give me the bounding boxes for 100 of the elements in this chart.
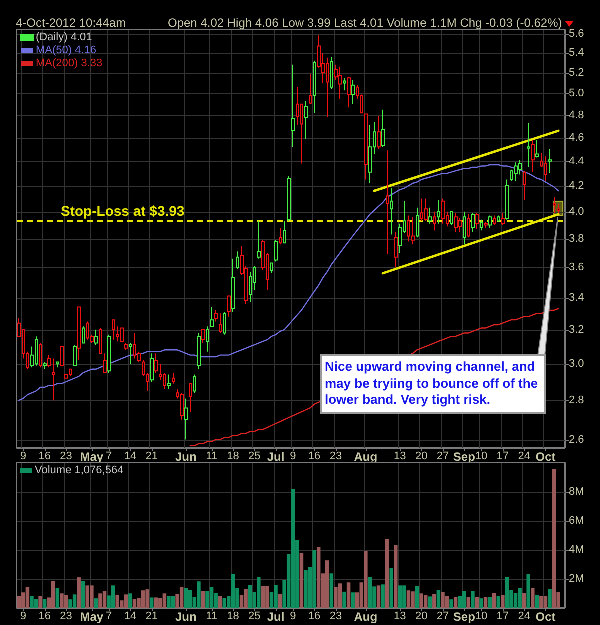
bar	[218, 596, 222, 608]
candlestick	[488, 215, 492, 228]
bar	[291, 489, 296, 608]
candlestick	[60, 346, 64, 366]
y-tick-label: 2.8	[569, 394, 584, 407]
bar	[150, 598, 154, 608]
candlestick	[223, 312, 226, 336]
x-tick-label: 18	[227, 450, 240, 462]
bar	[102, 591, 107, 608]
bar	[441, 592, 445, 608]
y-tick-label: 2.6	[569, 434, 584, 446]
bar	[132, 599, 137, 608]
bar	[312, 550, 316, 608]
annotation: Nice upward moving channel, and may be tryiing to bounce off of the lower band. Very tight risk.	[320, 354, 546, 414]
legend-label: MA(50) 4.16	[36, 44, 97, 56]
bar	[390, 568, 394, 608]
x-tick-label: Jun	[175, 610, 197, 624]
bar	[180, 587, 184, 608]
y-tick-label: 4.2	[569, 180, 584, 192]
candlestick	[424, 198, 428, 222]
candlestick	[364, 114, 368, 180]
candlestick	[381, 109, 385, 148]
y-tick-label: 3.0	[569, 358, 584, 370]
bar	[124, 594, 128, 608]
candlestick	[544, 156, 547, 182]
x-tick-label: Jun	[175, 450, 197, 464]
candlestick	[210, 306, 214, 328]
y-tick-label: 4.8	[569, 109, 584, 122]
candlestick	[197, 332, 201, 370]
bar	[248, 585, 252, 608]
candlestick	[548, 148, 552, 174]
candlestick	[291, 64, 295, 148]
bar	[316, 548, 321, 608]
x-tick-label: 10	[475, 610, 488, 622]
legend-label: (Daily) 4.01	[36, 32, 92, 44]
candlestick	[475, 212, 479, 230]
bar	[38, 596, 42, 608]
bar	[351, 592, 355, 608]
bar	[471, 591, 475, 608]
bar	[330, 574, 334, 608]
candlestick	[283, 220, 286, 244]
bar	[488, 597, 492, 608]
bar	[496, 596, 501, 608]
x-tick-label: 18	[227, 610, 240, 622]
x-tick-label: 27	[436, 610, 450, 622]
candlestick	[231, 258, 235, 313]
candlestick	[219, 313, 222, 334]
bar	[128, 594, 132, 608]
x-tick-label: 9	[290, 610, 296, 622]
candlestick	[514, 162, 518, 182]
bar	[394, 545, 398, 608]
bar	[201, 591, 206, 608]
x-tick-label: 7	[106, 610, 112, 622]
bar	[548, 589, 552, 608]
bar	[364, 551, 368, 608]
candlestick	[120, 328, 124, 342]
bar	[535, 595, 540, 608]
x-tick-label: 23	[60, 610, 72, 622]
x-tick-label: 23	[330, 450, 342, 462]
x-tick-label: 21	[146, 450, 158, 462]
bar	[540, 596, 544, 608]
candlestick	[47, 354, 51, 368]
bar	[402, 586, 406, 608]
candlestick	[557, 203, 560, 214]
bar	[17, 596, 22, 608]
bar	[60, 594, 64, 608]
bar	[436, 590, 441, 608]
x-tick-label: 23	[60, 450, 72, 462]
x-tick-label: Jul	[267, 610, 285, 624]
x-tick-label: 9	[290, 450, 296, 462]
x-tick-label: 20	[415, 450, 428, 462]
x-tick-label: 16	[308, 450, 321, 462]
x-tick-label: 16	[38, 450, 51, 462]
bar	[376, 586, 381, 608]
x-tick-label: 20	[415, 610, 428, 622]
x-tick-label: Jul	[267, 450, 285, 464]
bar	[42, 599, 47, 608]
bar	[81, 581, 86, 608]
bar	[261, 586, 266, 608]
x-tick-label: May	[80, 610, 104, 624]
bar	[244, 589, 248, 608]
x-tick-label: May	[80, 450, 104, 464]
y-tick-label: 6M	[569, 515, 584, 527]
bar	[26, 587, 30, 608]
bar	[450, 600, 454, 608]
bar	[146, 590, 150, 608]
y-tick-label: 5.6	[569, 28, 584, 40]
y-tick-label: 4.4	[569, 155, 584, 168]
x-tick-label: 9	[20, 450, 26, 462]
candlestick	[553, 196, 556, 214]
bar	[432, 594, 436, 608]
x-tick-label: 24	[518, 610, 530, 622]
x-tick-label: 11	[206, 450, 218, 462]
legend-label: Volume 1,076,564	[35, 464, 124, 476]
x-tick-label: 21	[146, 610, 158, 622]
y-tick-label: 4.0	[569, 206, 584, 218]
bar	[522, 593, 526, 608]
x-tick-label: 23	[330, 610, 342, 622]
bar	[475, 597, 480, 608]
text: Open 4.02 High 4.06 Low 3.99 Last 4.01 Volume 1.1M Chg -0.03 (-0.62%)	[168, 16, 562, 30]
